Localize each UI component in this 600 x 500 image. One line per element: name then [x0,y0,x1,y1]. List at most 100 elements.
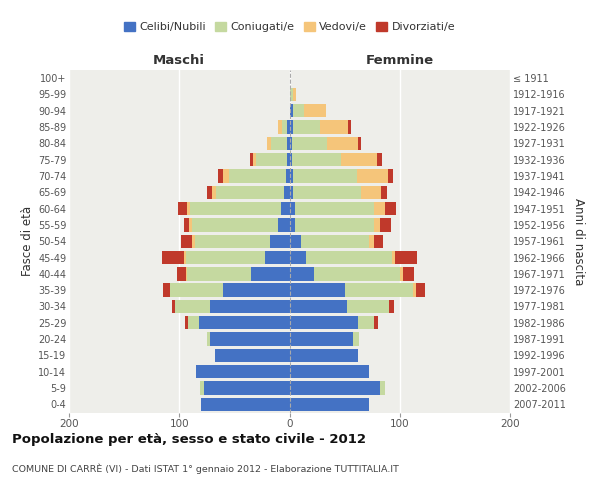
Bar [253,153,256,166]
Legend: Celibi/Nubili, Coniugati/e, Vedovi/e, Divorziati/e: Celibi/Nubili, Coniugati/e, Vedovi/e, Di… [119,18,460,36]
Bar [293,104,304,118]
Bar [181,234,193,248]
Bar [361,186,381,199]
Bar [293,88,296,101]
Bar [172,300,175,313]
Bar [400,267,403,280]
Bar [347,300,389,313]
Bar [287,136,290,150]
Bar [290,365,369,378]
Bar [194,234,269,248]
Bar [292,136,327,150]
Bar [212,186,215,199]
Bar [170,284,223,297]
Text: Popolazione per età, sesso e stato civile - 2012: Popolazione per età, sesso e stato civil… [12,432,366,446]
Bar [215,348,290,362]
Bar [286,170,290,182]
Bar [357,170,388,182]
Bar [290,170,293,182]
Bar [278,218,290,232]
Bar [290,251,306,264]
Bar [380,382,385,394]
Bar [290,104,293,118]
Bar [186,267,187,280]
Bar [185,316,188,330]
Bar [381,186,386,199]
Bar [251,267,290,280]
Bar [344,284,413,297]
Bar [256,153,287,166]
Bar [327,136,358,150]
Bar [188,316,199,330]
Y-axis label: Anni di nascita: Anni di nascita [572,198,585,285]
Bar [163,284,170,297]
Bar [403,267,414,280]
Y-axis label: Fasce di età: Fasce di età [20,206,34,276]
Bar [413,284,416,297]
Bar [269,234,290,248]
Bar [341,153,377,166]
Bar [210,332,290,346]
Bar [287,153,290,166]
Bar [290,234,301,248]
Bar [290,218,295,232]
Bar [290,186,293,199]
Bar [290,136,292,150]
Bar [290,316,358,330]
Bar [161,251,184,264]
Text: COMUNE DI CARRÈ (VI) - Dati ISTAT 1° gennaio 2012 - Elaborazione TUTTITALIA.IT: COMUNE DI CARRÈ (VI) - Dati ISTAT 1° gen… [12,464,399,474]
Bar [358,136,361,150]
Bar [358,316,374,330]
Bar [215,186,284,199]
Bar [395,251,418,264]
Bar [223,284,290,297]
Bar [265,251,290,264]
Bar [392,251,395,264]
Bar [295,202,374,215]
Bar [210,300,290,313]
Bar [293,170,357,182]
Bar [187,202,190,215]
Bar [290,382,380,394]
Bar [196,365,290,378]
Bar [374,316,378,330]
Bar [271,136,287,150]
Bar [287,120,290,134]
Bar [314,267,400,280]
Bar [190,202,281,215]
Bar [374,234,383,248]
Bar [290,267,314,280]
Bar [348,120,351,134]
Bar [320,120,348,134]
Bar [290,348,358,362]
Bar [374,202,385,215]
Bar [278,120,282,134]
Bar [353,332,359,346]
Bar [207,332,210,346]
Bar [207,186,212,199]
Bar [389,300,394,313]
Bar [293,120,320,134]
Bar [374,218,380,232]
Bar [281,202,290,215]
Bar [178,202,187,215]
Bar [193,234,194,248]
Bar [187,267,251,280]
Bar [292,153,341,166]
Bar [200,382,203,394]
Bar [293,186,361,199]
Bar [218,170,223,182]
Bar [193,218,278,232]
Bar [388,170,393,182]
Bar [290,332,353,346]
Bar [304,104,326,118]
Bar [290,398,369,411]
Bar [416,284,425,297]
Bar [184,251,186,264]
Bar [369,234,374,248]
Bar [290,284,344,297]
Bar [290,202,295,215]
Text: Maschi: Maschi [153,54,205,66]
Bar [290,153,292,166]
Bar [199,316,290,330]
